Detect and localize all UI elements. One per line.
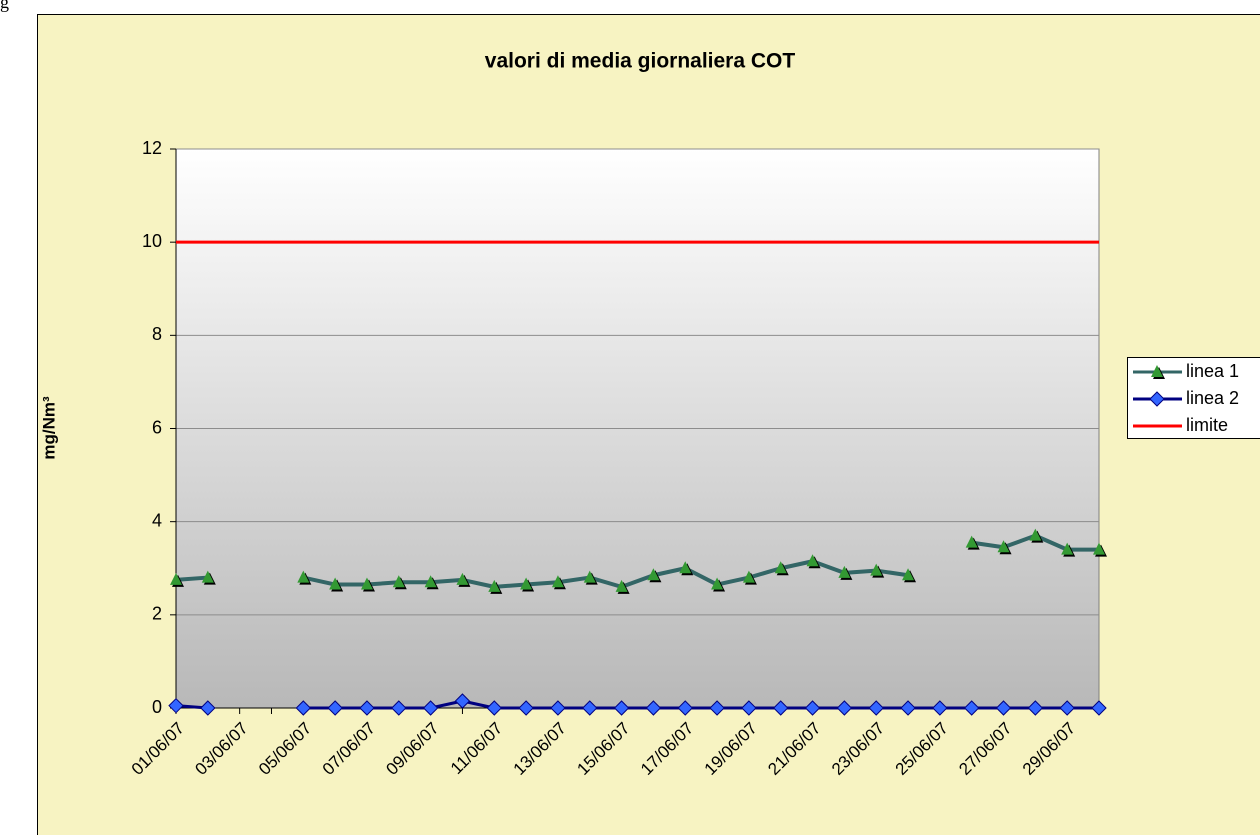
marker [168,697,184,714]
marker [295,700,312,716]
marker [647,568,660,581]
marker [1027,700,1044,716]
marker [454,693,471,709]
marker [520,577,533,590]
marker [297,570,310,583]
marker [360,577,373,590]
series-line [302,559,909,589]
legend-label: linea 1 [1186,361,1239,381]
marker [997,540,1010,553]
marks [168,240,1107,716]
marker [1093,542,1105,555]
marker [679,561,692,574]
marker [1091,700,1107,716]
marker [424,575,437,588]
y-tick-label: 2 [152,604,162,624]
marker [613,700,630,716]
marker [995,700,1012,716]
marker [551,575,564,588]
marker [1151,365,1163,377]
marker [645,700,662,716]
marker [488,579,501,592]
marker [902,568,915,581]
marker [518,700,534,716]
marker [742,570,755,583]
marker [677,700,693,716]
marker [486,700,502,716]
marker [868,700,884,716]
marker [550,700,566,716]
marker [773,700,789,716]
legend-label: linea 2 [1186,388,1239,408]
y-tick-label: 8 [152,324,162,344]
marker [836,700,853,716]
series [168,693,1107,716]
marker [741,700,757,716]
marker [582,700,598,716]
series-line [175,575,208,582]
marker [422,700,439,716]
marker [359,700,375,716]
y-tick-label: 10 [142,231,162,251]
marker [1059,700,1075,716]
marker [774,561,787,574]
marker [615,579,628,592]
marker [1029,528,1042,541]
marker [804,700,821,716]
marker [900,700,916,716]
marker [583,570,596,583]
legend-label: limite [1186,415,1228,435]
marker [201,570,214,583]
marker [392,575,405,588]
y-tick-label: 12 [142,138,162,158]
marker [327,700,343,716]
marker [806,554,819,567]
marker [329,577,342,590]
marker [391,700,407,716]
marker [932,700,948,716]
marker [456,572,469,585]
chart-title: valori di media giornaliera COT [485,50,796,73]
y-tick-label: 4 [152,510,162,530]
marker [1061,542,1074,555]
y-tick-label: 6 [152,417,162,437]
marker [965,535,978,548]
marker [200,700,216,716]
marker [838,565,851,578]
marker [963,700,980,716]
marker [709,700,725,716]
page-fragment: g [0,0,9,12]
marker [711,577,724,590]
marker [1149,391,1165,407]
y-tick-label: 0 [152,697,162,717]
y-axis-label: mg/Nm³ [39,396,58,460]
marker [170,572,182,585]
series [170,528,1107,594]
marker [870,563,883,576]
